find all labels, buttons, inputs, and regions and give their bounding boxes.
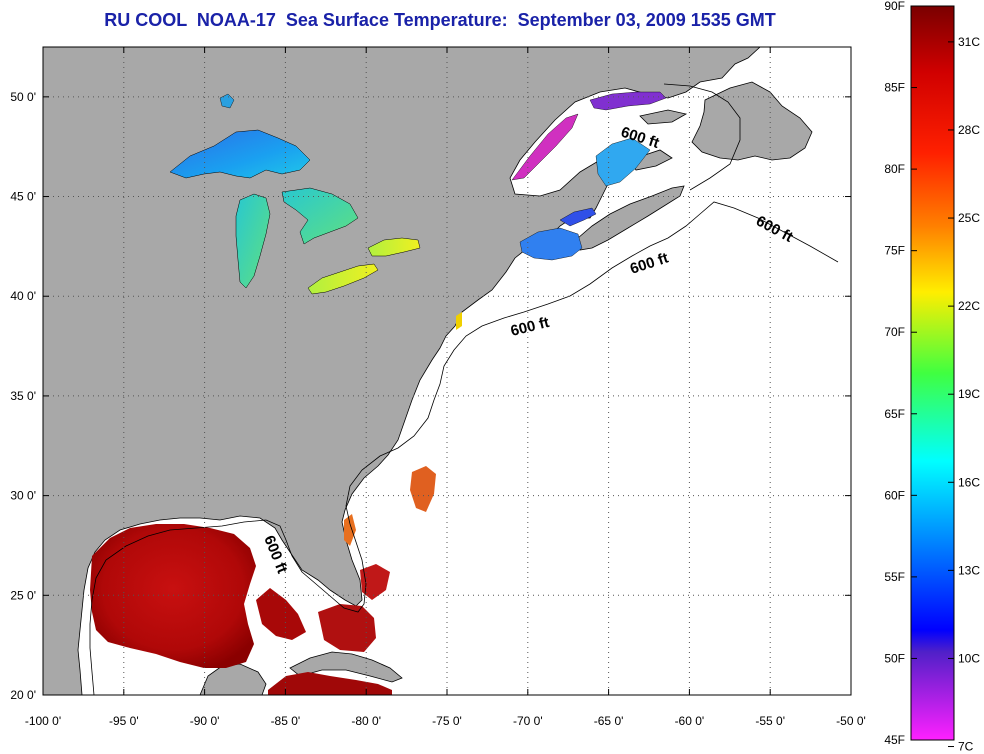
land-cuba — [289, 651, 403, 683]
sst-florida-east-coast — [344, 514, 356, 546]
sst-florida-straits — [318, 604, 376, 652]
y-axis: 50 0' 45 0' 40 0' 35 0' 30 0' 25 0' 20 0' — [10, 90, 851, 702]
colorbar-fahrenheit-axis: 90F 85F 80F 75F 70F 65F 60F 55F 50F 45F — [884, 0, 917, 747]
sst-gulf-st-lawrence — [595, 137, 651, 187]
sst-offshore-patch — [410, 466, 436, 512]
sst-carolina-patch — [456, 312, 462, 330]
sst-bay-of-fundy — [559, 207, 597, 227]
colorbar-f-label: 50F — [884, 651, 905, 665]
sst-st-lawrence-estuary — [511, 113, 579, 181]
sst-bahamas — [360, 564, 390, 600]
colorbar-c-label: 16C — [958, 475, 980, 489]
x-tick-label: -70 0' — [513, 714, 543, 728]
land-nova-scotia — [577, 185, 685, 251]
land-yucatan — [199, 663, 267, 696]
colorbar-f-label: 85F — [884, 81, 905, 95]
colorbar: 90F 85F 80F 75F 70F 65F 60F 55F 50F 45F 31C 28C 25C… — [884, 0, 980, 754]
colorbar-f-label: 45F — [884, 733, 905, 747]
colorbar-celsius-axis: 31C 28C 25C 22C 19C 16C 13C 10C 7C — [948, 35, 980, 754]
x-axis: -100 0' -95 0' -90 0' -85 0' -80 0' -75 0' -70… — [25, 47, 866, 728]
colorbar-f-label: 55F — [884, 570, 905, 584]
x-tick-label: -80 0' — [351, 714, 381, 728]
y-tick-label: 50 0' — [10, 90, 36, 104]
x-tick-label: -95 0' — [109, 714, 139, 728]
colorbar-f-label: 75F — [884, 244, 905, 258]
y-tick-label: 30 0' — [10, 489, 36, 503]
colorbar-c-label: 10C — [958, 651, 980, 665]
colorbar-c-label: 13C — [958, 563, 980, 577]
sst-gulf-east-patches — [256, 588, 306, 640]
bathymetry-contour-st-lawrence — [663, 83, 741, 191]
bathymetry-contour-gulf — [89, 519, 267, 696]
bathymetry-contour — [265, 201, 839, 613]
colorbar-f-label: 90F — [884, 0, 905, 13]
colorbar-f-label: 65F — [884, 407, 905, 421]
colorbar-c-label: 19C — [958, 387, 980, 401]
colorbar-c-label: 28C — [958, 123, 980, 137]
x-tick-label: -65 0' — [594, 714, 624, 728]
lake-erie — [307, 263, 379, 295]
sst-gulf-of-mexico — [90, 524, 256, 668]
colorbar-c-label: 7C — [958, 740, 974, 754]
x-tick-label: -50 0' — [836, 714, 866, 728]
land-anticosti — [639, 109, 688, 125]
y-tick-label: 35 0' — [10, 389, 36, 403]
colorbar-f-label: 70F — [884, 325, 905, 339]
lake-michigan — [235, 193, 271, 289]
colorbar-c-label: 22C — [958, 299, 980, 313]
y-tick-label: 25 0' — [10, 588, 36, 602]
colorbar-gradient — [910, 5, 955, 741]
sst-caribbean — [268, 672, 392, 695]
map-title: RU COOL NOAA-17 Sea Surface Temperature:… — [104, 10, 776, 30]
y-tick-label: 45 0' — [10, 190, 36, 204]
graticule — [43, 47, 851, 695]
x-tick-label: -100 0' — [25, 714, 61, 728]
sst-gulf-of-maine — [519, 227, 583, 261]
land-north-america — [42, 46, 762, 696]
lake-nipigon — [219, 93, 235, 109]
y-tick-label: 20 0' — [10, 688, 36, 702]
colorbar-c-label: 31C — [958, 35, 980, 49]
colorbar-f-label: 80F — [884, 162, 905, 176]
lake-superior — [169, 129, 311, 179]
x-tick-label: -85 0' — [271, 714, 301, 728]
land-newfoundland — [691, 81, 813, 161]
x-tick-label: -75 0' — [432, 714, 462, 728]
lake-ontario — [367, 237, 421, 257]
x-tick-label: -90 0' — [190, 714, 220, 728]
y-tick-label: 40 0' — [10, 289, 36, 303]
lake-huron — [281, 187, 359, 245]
x-tick-label: -60 0' — [675, 714, 705, 728]
colorbar-c-label: 25C — [958, 211, 980, 225]
x-tick-label: -55 0' — [755, 714, 785, 728]
colorbar-f-label: 60F — [884, 488, 905, 502]
